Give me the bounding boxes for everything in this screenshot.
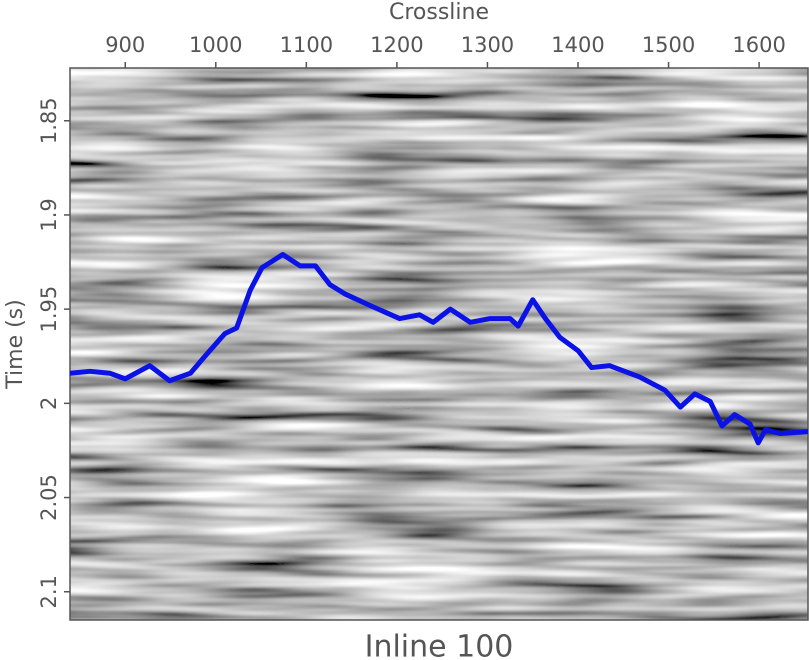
- horizon-line: [70, 252, 808, 446]
- y-tick-label: 1.85: [37, 97, 61, 144]
- x-tick-label: 1400: [551, 33, 604, 57]
- chart-title: Inline 100: [365, 630, 514, 660]
- plot-frame: [69, 67, 809, 621]
- plot-area: [70, 252, 808, 446]
- y-tick-label: 1.9: [37, 198, 61, 231]
- x-tick-label: 1300: [461, 33, 514, 57]
- y-tick-label: 1.95: [37, 286, 61, 333]
- seismic-image: [70, 68, 808, 620]
- x-axis-label: Crossline: [389, 0, 489, 25]
- y-axis-label: Time (s): [3, 299, 28, 389]
- x-tick-label: 1500: [642, 33, 695, 57]
- y-tick-label: 2.05: [37, 474, 61, 521]
- x-tick-label: 1600: [732, 33, 785, 57]
- x-tick-label: 1100: [280, 33, 333, 57]
- x-tick-label: 1000: [189, 33, 242, 57]
- y-tick-label: 2.1: [37, 575, 61, 608]
- x-tick-label: 900: [105, 33, 145, 57]
- x-tick-label: 1200: [370, 33, 423, 57]
- y-tick-label: 2: [37, 397, 61, 410]
